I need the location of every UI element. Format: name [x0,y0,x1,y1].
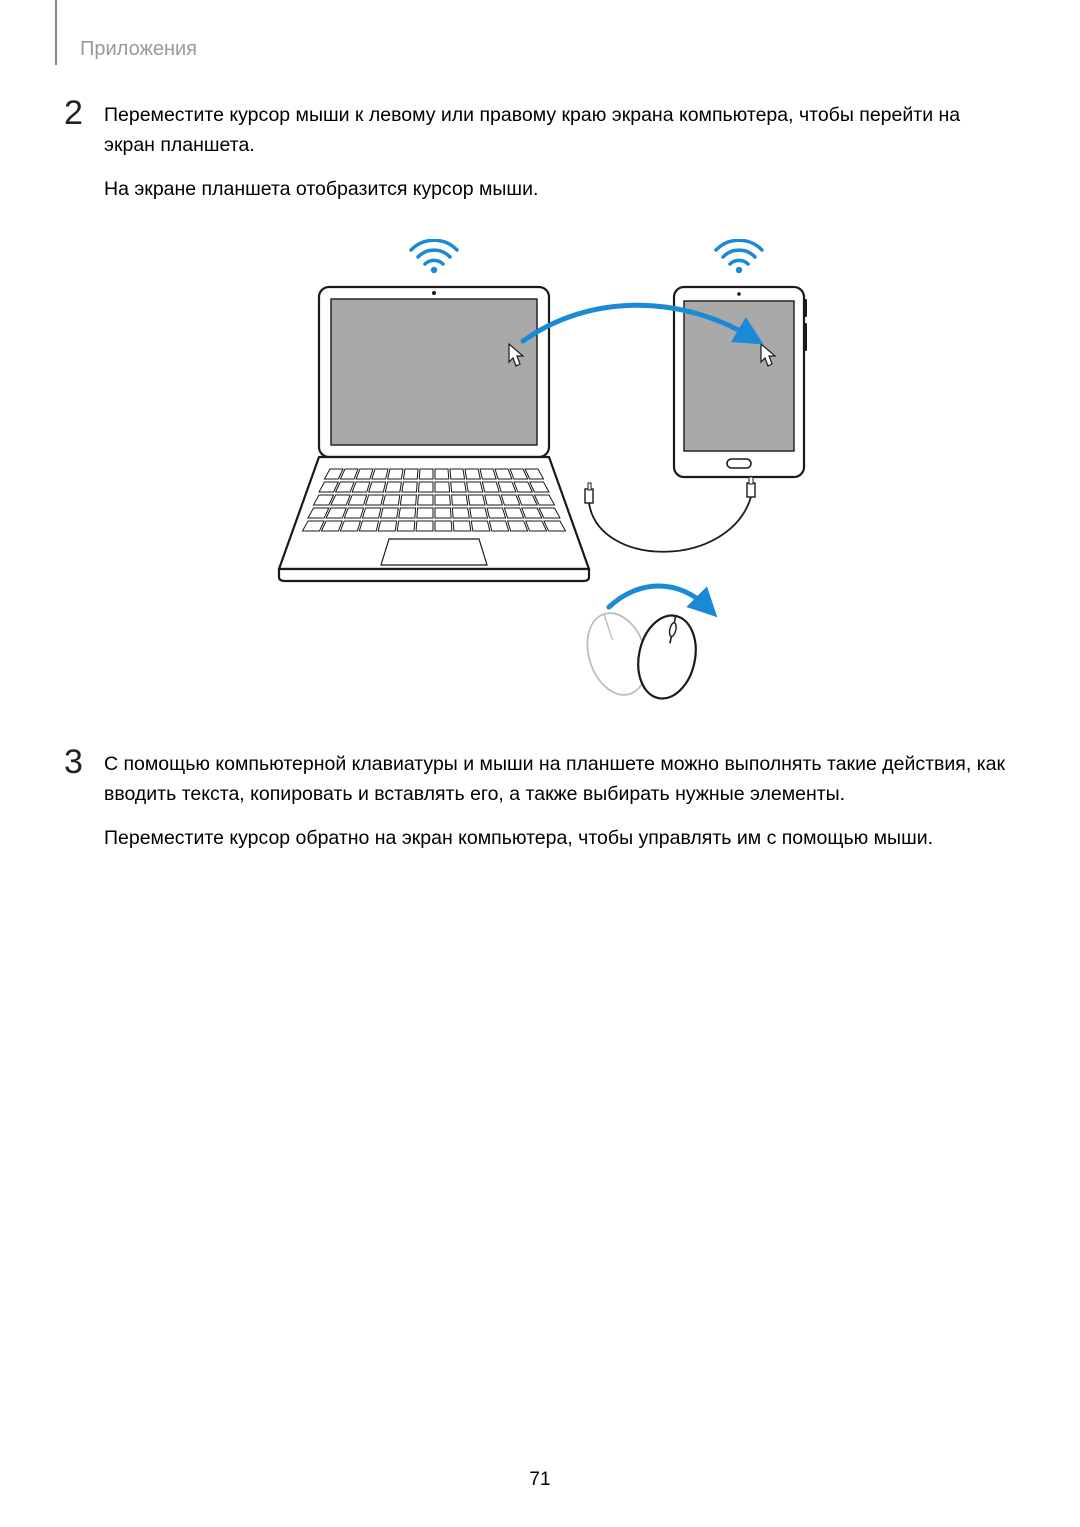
step-3: 3 С помощью компьютерной клавиатуры и мы… [64,749,1014,868]
step-text: На экране планшета отобразится курсор мы… [104,174,1014,204]
step-number: 2 [64,96,104,219]
step-body: Переместите курсор мыши к левому или пра… [104,100,1014,219]
step-text: С помощью компьютерной клавиатуры и мыши… [104,749,1014,809]
content-area: 2 Переместите курсор мыши к левому или п… [64,100,1014,887]
step-text: Переместите курсор обратно на экран комп… [104,823,1014,853]
page-number: 71 [0,1469,1080,1491]
step-2: 2 Переместите курсор мыши к левому или п… [64,100,1014,219]
step-number: 3 [64,745,104,868]
illustration-container [64,239,1014,709]
step-text: Переместите курсор мыши к левому или пра… [104,100,1014,160]
margin-line [55,0,57,65]
step-body: С помощью компьютерной клавиатуры и мыши… [104,749,1014,868]
laptop-tablet-illustration [259,239,819,709]
page-header-title: Приложения [80,38,197,61]
